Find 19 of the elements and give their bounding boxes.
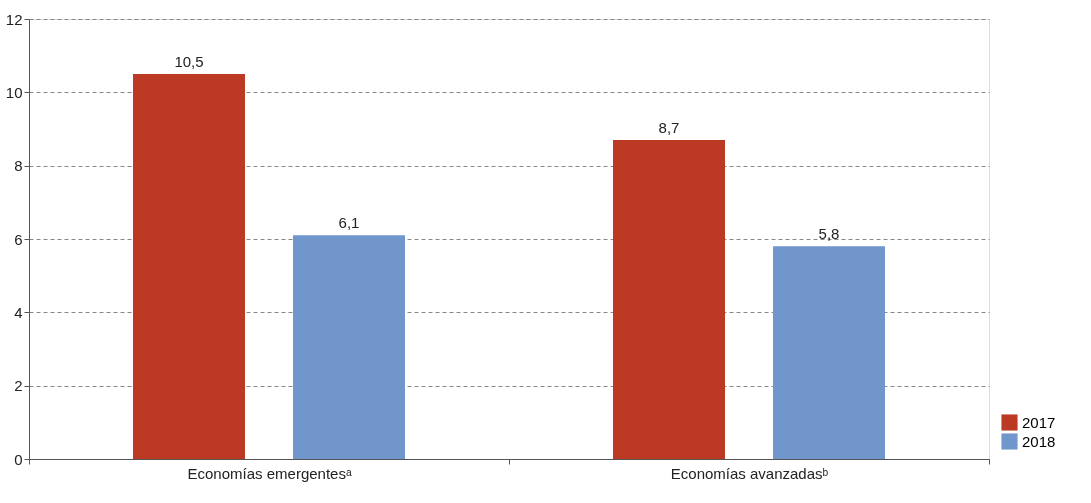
bar: [133, 74, 245, 459]
y-tick-label: 8: [14, 157, 23, 175]
data-label: 5,8: [818, 225, 840, 243]
data-label: 8,7: [658, 119, 680, 136]
x-tick-label: Economías emergentesᵃ: [187, 464, 352, 482]
bar: [773, 246, 885, 459]
x-tick-label: Economías avanzadasᵇ: [670, 464, 829, 482]
data-label: 6,1: [338, 214, 360, 232]
y-tick-label: 10: [5, 83, 23, 101]
y-tick-label: 2: [14, 377, 23, 395]
data-label: 10,5: [174, 53, 204, 70]
bar: [293, 235, 405, 459]
bar: [613, 140, 725, 459]
y-tick-label: 0: [14, 450, 23, 468]
legend-label: 2018: [1022, 432, 1056, 450]
y-tick-label: 12: [5, 10, 23, 28]
y-tick-label: 4: [14, 303, 23, 321]
y-tick-label: 6: [14, 230, 23, 248]
legend-label: 2017: [1022, 413, 1056, 431]
